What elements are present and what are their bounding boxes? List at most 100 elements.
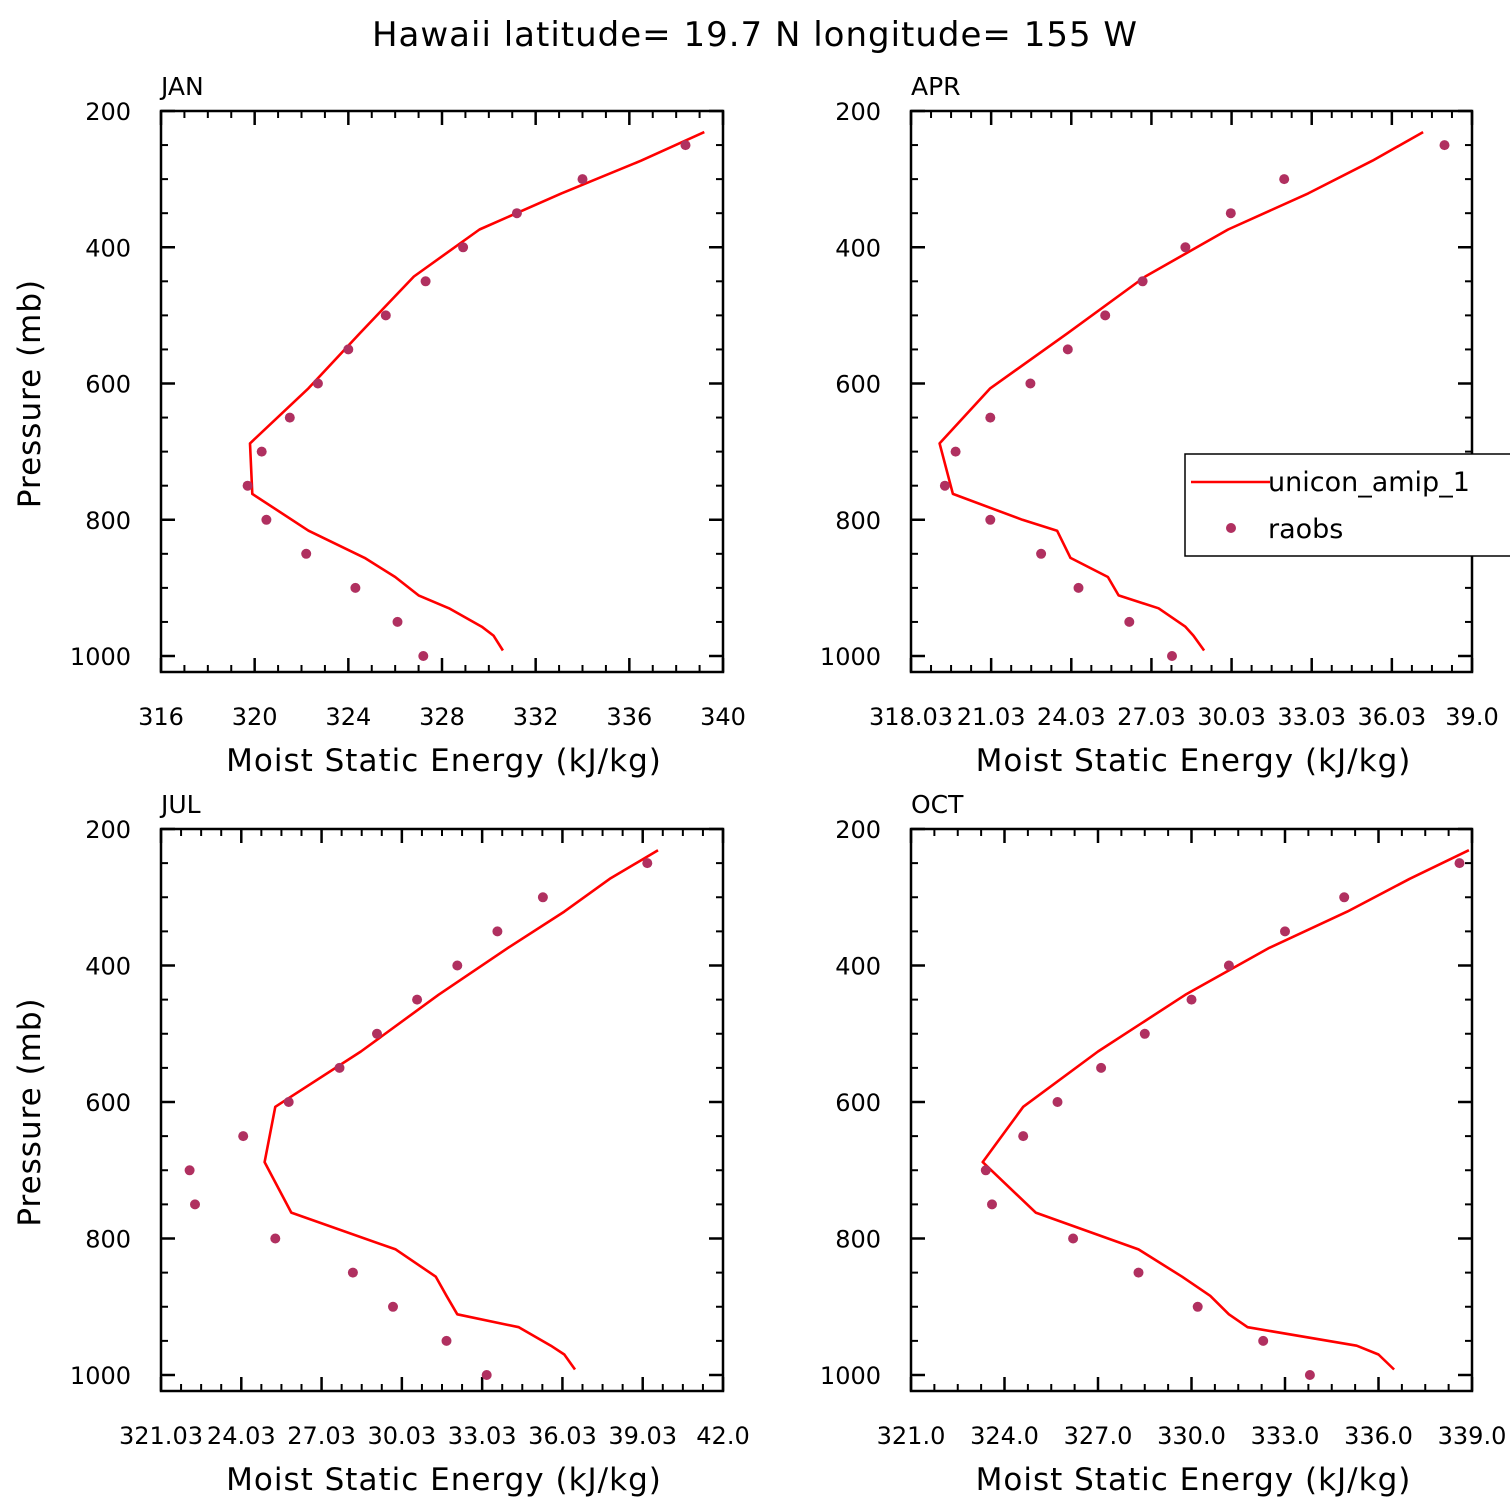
- obs-point-oct: [1304, 1370, 1315, 1380]
- obs-point-jan: [418, 651, 429, 661]
- obs-point-jul: [372, 1028, 382, 1039]
- x-tick-label-apr: 36.03: [1357, 703, 1426, 731]
- x-tick-label-jan: 336: [606, 703, 652, 731]
- obs-point-jul: [452, 960, 463, 971]
- x-tick-label-jul: 33.03: [448, 1422, 517, 1450]
- x-tick-label-jan: 320: [232, 703, 278, 731]
- obs-point-oct: [1223, 960, 1234, 971]
- obs-point-apr: [1167, 651, 1177, 661]
- obs-point-jul: [270, 1233, 281, 1244]
- panel-apr: APR 200 400 600 800 1000 318.03 21.03 24.03 27.03…: [820, 72, 1499, 779]
- x-tick-label-jul: 30.03: [367, 1422, 436, 1450]
- y-tick-label-jan: 200: [85, 98, 131, 126]
- obs-point-jul: [334, 1062, 345, 1073]
- x-axis-label-jul: Moist Static Energy (kJ/kg): [226, 1462, 662, 1498]
- obs-point-oct: [980, 1165, 991, 1176]
- obs-point-jan: [242, 480, 253, 491]
- legend: unicon_amip_1 raobs: [1184, 453, 1510, 557]
- obs-point-jan: [350, 582, 361, 593]
- y-tick-label-jan: 400: [85, 234, 131, 262]
- obs-point-oct: [1258, 1335, 1269, 1346]
- obs-point-oct: [1454, 858, 1465, 869]
- obs-point-jul: [347, 1267, 358, 1278]
- obs-point-apr: [1279, 174, 1290, 185]
- x-axis-label-apr: Moist Static Energy (kJ/kg): [976, 743, 1412, 779]
- y-tick-label-oct: 1000: [820, 1362, 881, 1390]
- panel-title-oct: OCT: [911, 790, 964, 819]
- obs-point-jul: [184, 1165, 195, 1176]
- obs-point-oct: [1018, 1131, 1029, 1142]
- y-tick-label-jul: 200: [85, 816, 131, 844]
- y-tick-label-apr: 200: [835, 98, 881, 126]
- x-tick-label-oct: 321.0: [877, 1422, 946, 1450]
- obs-point-jul: [642, 858, 653, 869]
- x-tick-label-oct: 333.0: [1251, 1422, 1320, 1450]
- obs-point-oct: [1139, 1028, 1150, 1039]
- y-tick-label-jul: 1000: [70, 1362, 131, 1390]
- obs-point-apr: [1137, 276, 1148, 287]
- obs-point-apr: [1124, 616, 1135, 627]
- x-tick-label-apr: 27.03: [1117, 703, 1186, 731]
- panel-title-jan: JAN: [159, 72, 204, 101]
- y-tick-label-jan: 800: [85, 507, 131, 535]
- obs-point-apr: [1439, 140, 1450, 151]
- obs-point-jul: [283, 1097, 294, 1107]
- obs-point-jan: [256, 446, 267, 457]
- x-tick-label-oct: 339.0: [1438, 1422, 1507, 1450]
- model-line-jul: [263, 849, 659, 1371]
- plot-frame-oct: [909, 827, 1474, 1393]
- obs-point-apr: [1100, 310, 1111, 321]
- obs-point-oct: [1192, 1301, 1203, 1312]
- obs-point-jan: [680, 140, 691, 151]
- legend-obs-label: raobs: [1268, 514, 1343, 545]
- obs-point-jul: [388, 1301, 398, 1312]
- x-tick-label-jan: 316: [138, 703, 184, 731]
- obs-point-apr: [1036, 548, 1047, 559]
- obs-point-jul: [441, 1335, 452, 1346]
- plot-frame-jul: [159, 827, 725, 1393]
- y-tick-label-apr: 600: [835, 371, 881, 399]
- panel-title-apr: APR: [911, 72, 961, 101]
- y-tick-label-apr: 400: [835, 234, 881, 262]
- obs-point-jan: [301, 548, 312, 559]
- obs-point-apr: [985, 514, 996, 525]
- obs-point-apr: [1025, 378, 1036, 389]
- panel-title-jul: JUL: [159, 790, 201, 819]
- x-tick-label-jul: 42.0: [696, 1422, 749, 1450]
- legend-marker-swatch: [1226, 523, 1236, 533]
- panel-jul: JUL 200 400 600 800 1000 321.03 24.03 27.03 30.03…: [12, 790, 750, 1498]
- obs-point-jan: [261, 514, 272, 525]
- obs-point-apr: [1073, 582, 1084, 593]
- x-tick-label-jan: 328: [419, 703, 465, 731]
- obs-point-jan: [380, 310, 391, 321]
- plot-frame-apr: [909, 109, 1474, 674]
- y-tick-label-oct: 400: [835, 953, 881, 981]
- obs-point-apr: [950, 446, 961, 457]
- x-tick-label-jan: 332: [513, 703, 559, 731]
- obs-point-apr: [1225, 208, 1236, 219]
- panel-jan: JAN 200 400 600 800 1000 316 320 324 328 332 336 340…: [12, 72, 746, 779]
- legend-box: [1184, 453, 1510, 557]
- plot-frame-jan: [159, 109, 725, 674]
- obs-point-oct: [1068, 1233, 1079, 1244]
- obs-point-oct: [1133, 1267, 1144, 1278]
- x-tick-label-apr: 33.03: [1277, 703, 1346, 731]
- obs-point-oct: [1186, 994, 1197, 1005]
- legend-model-label: unicon_amip_1: [1268, 467, 1470, 498]
- x-tick-label-apr: 24.03: [1037, 703, 1106, 731]
- x-tick-label-jul: 27.03: [287, 1422, 356, 1450]
- obs-point-jul: [412, 994, 423, 1005]
- x-tick-label-jul: 321.03: [119, 1422, 203, 1450]
- y-tick-label-jul: 800: [85, 1226, 131, 1254]
- obs-point-oct: [987, 1199, 997, 1210]
- x-tick-label-apr: 30.03: [1197, 703, 1266, 731]
- x-axis-label-oct: Moist Static Energy (kJ/kg): [976, 1462, 1412, 1498]
- obs-point-jan: [343, 344, 354, 355]
- x-tick-label-oct: 336.0: [1344, 1422, 1413, 1450]
- obs-point-jan: [392, 616, 403, 627]
- y-tick-label-oct: 600: [835, 1089, 881, 1117]
- obs-point-jan: [577, 174, 588, 185]
- x-tick-label-apr: 21.03: [957, 703, 1026, 731]
- obs-point-oct: [1096, 1062, 1107, 1073]
- obs-point-jan: [420, 276, 431, 287]
